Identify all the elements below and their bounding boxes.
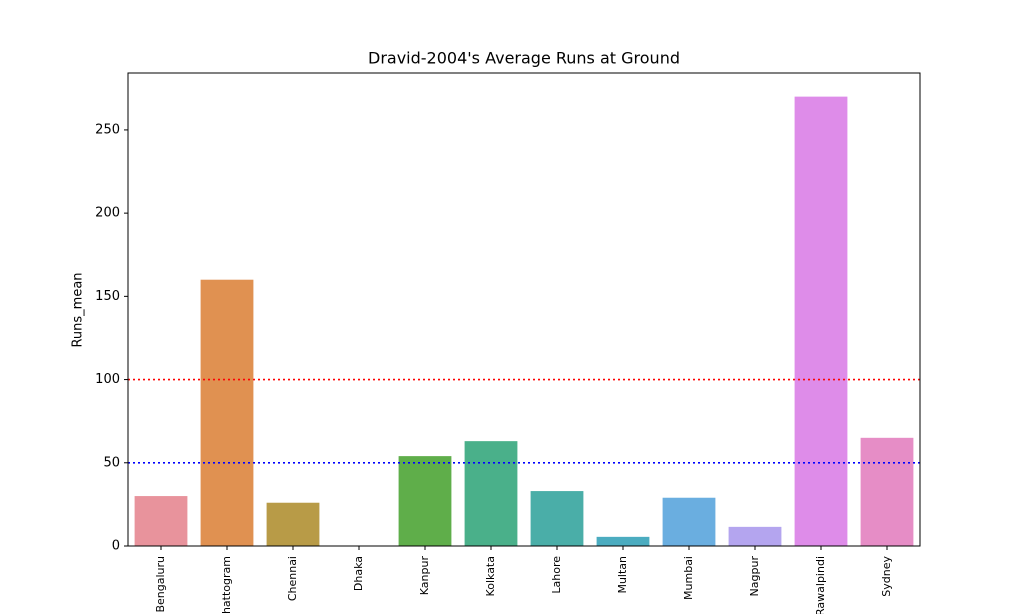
bar: [794, 96, 848, 546]
bar: [530, 491, 584, 546]
chart-title: Dravid-2004's Average Runs at Ground: [368, 49, 680, 68]
x-tick-label: Kolkata: [484, 556, 497, 596]
bar: [662, 497, 716, 546]
x-tick-label: Kanpur: [418, 556, 431, 596]
x-tick-label: Chattogram: [220, 556, 233, 614]
x-tick-label: Chennai: [286, 556, 299, 601]
bar: [398, 456, 452, 546]
y-tick-label: 100: [95, 372, 120, 387]
bar: [464, 441, 518, 546]
bar: [860, 437, 914, 546]
plot-frame: [127, 72, 921, 547]
y-tick-label: 0: [112, 539, 120, 554]
x-tick-label: Dhaka: [352, 556, 365, 591]
x-tick-label: Nagpur: [748, 556, 761, 597]
bar: [596, 536, 650, 546]
y-tick-label: 200: [95, 206, 120, 221]
bar: [728, 526, 782, 546]
bar: [200, 279, 254, 546]
x-tick-label: Mumbai: [682, 556, 695, 600]
x-tick-label: Multan: [616, 556, 629, 594]
y-axis-label: Runs_mean: [71, 272, 86, 347]
y-tick-label: 250: [95, 122, 120, 137]
bar: [266, 502, 320, 546]
x-tick-label: Sydney: [880, 556, 893, 597]
bar: [134, 496, 188, 546]
y-tick-label: 150: [95, 289, 120, 304]
x-tick-label: Bengaluru: [154, 556, 167, 613]
x-tick-label: Rawalpindi: [814, 556, 827, 614]
y-tick-label: 50: [103, 455, 120, 470]
x-tick-label: Lahore: [550, 556, 563, 594]
